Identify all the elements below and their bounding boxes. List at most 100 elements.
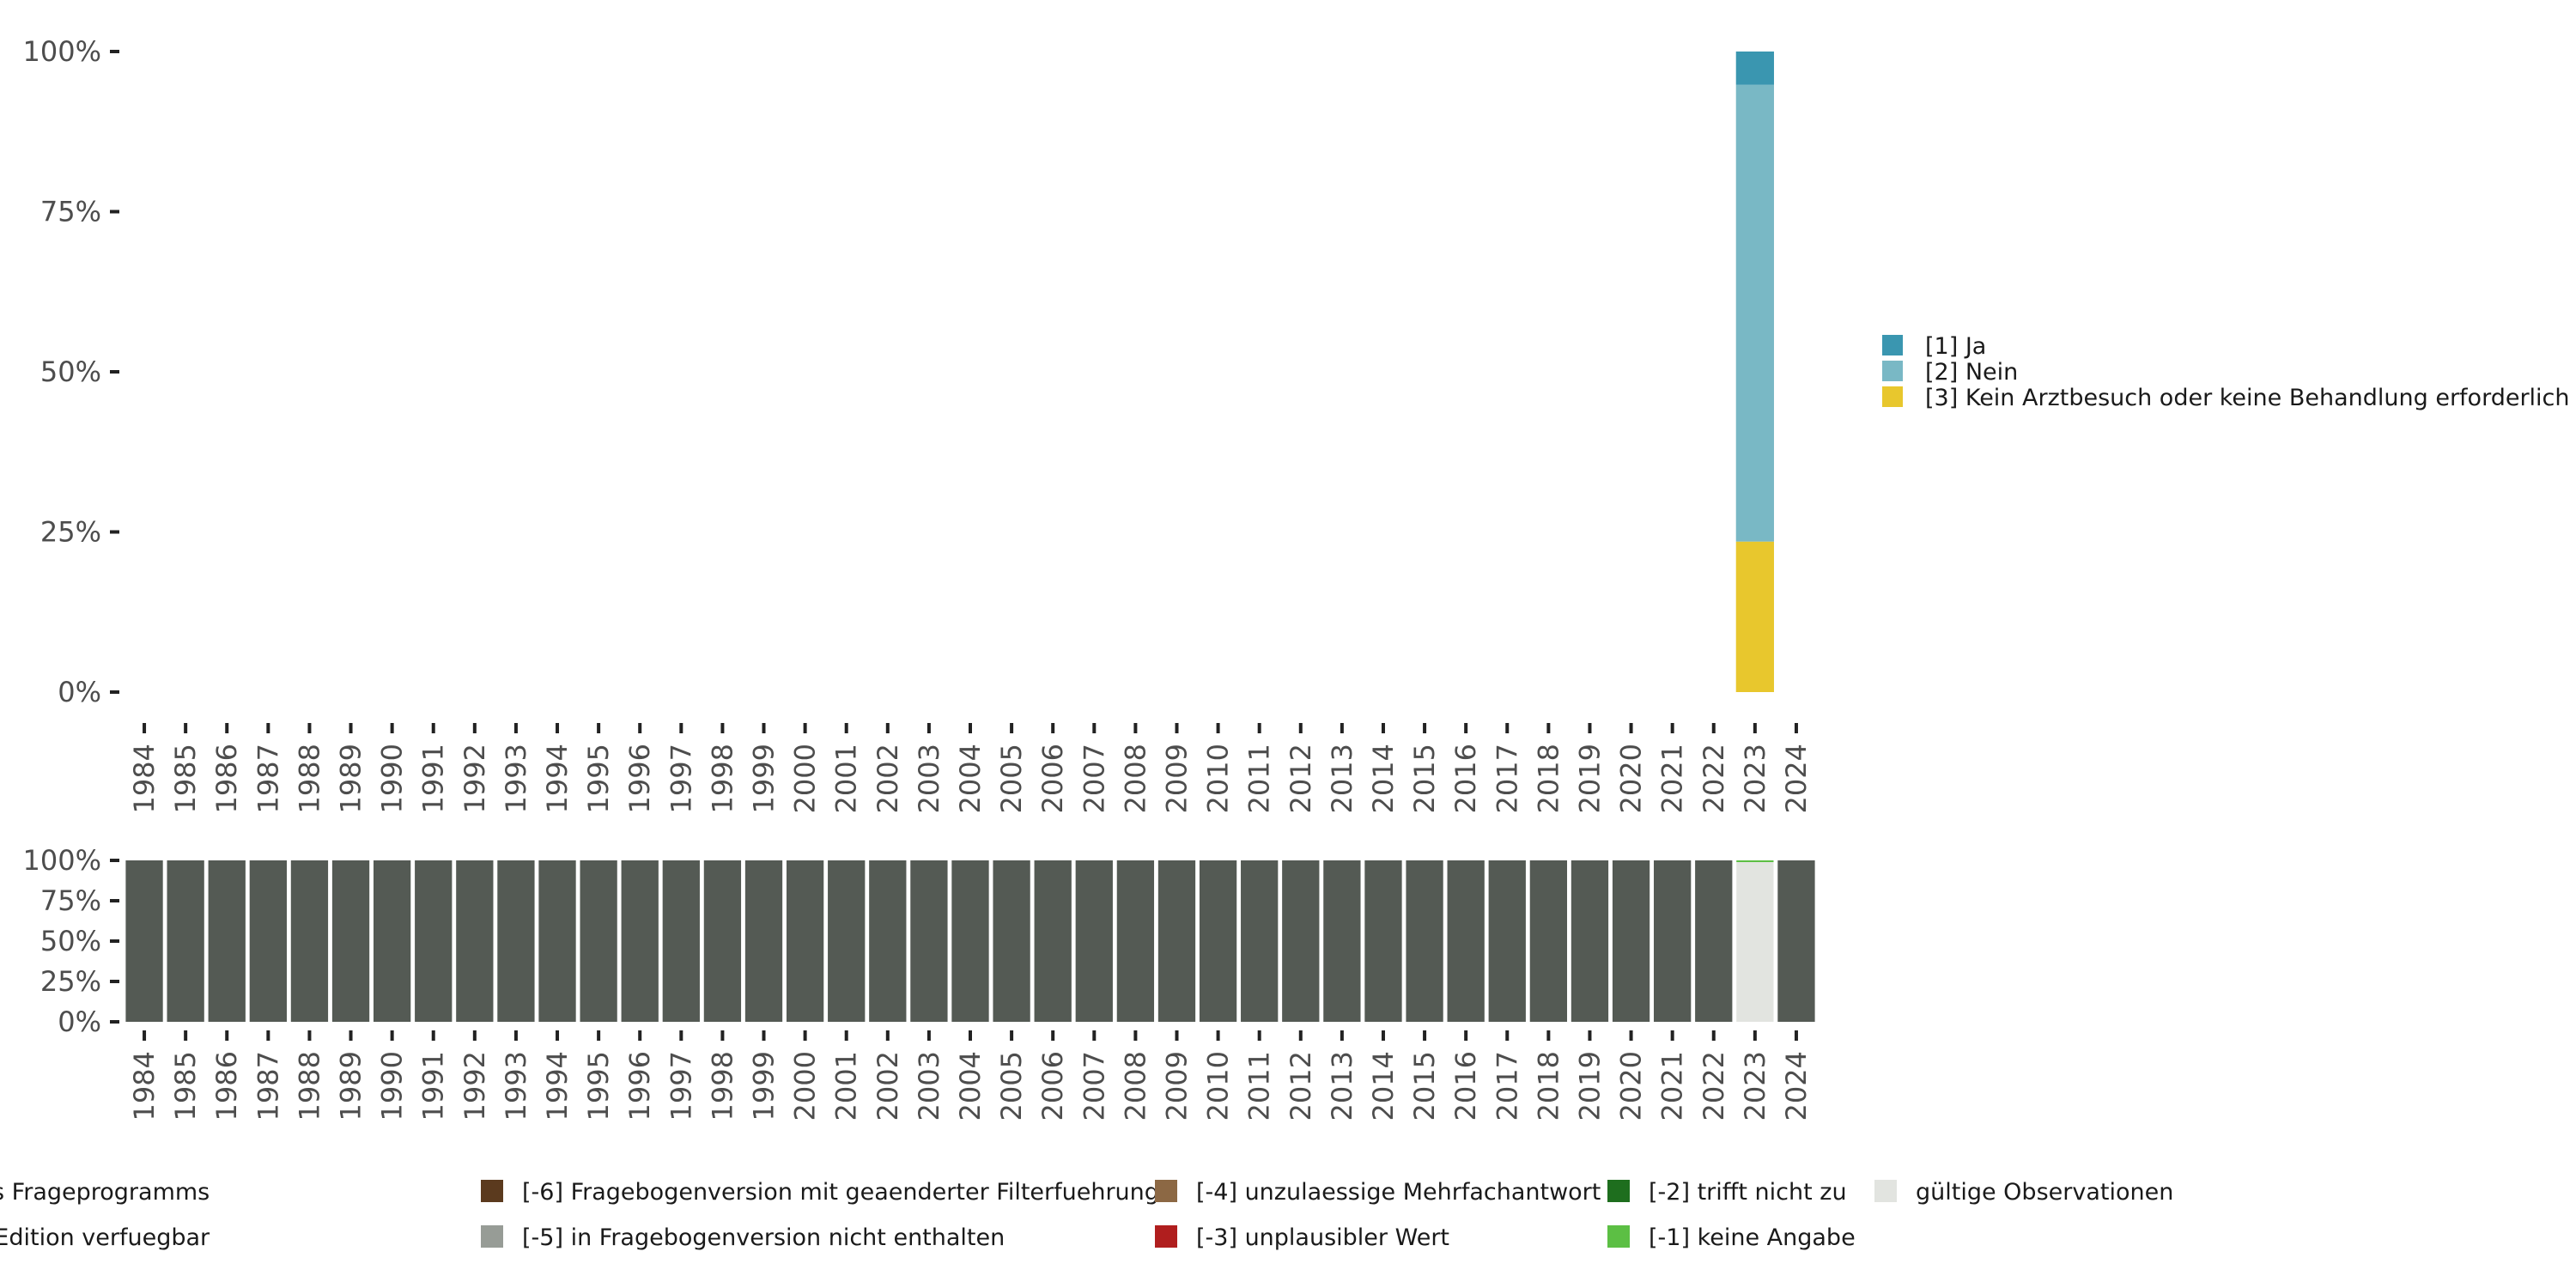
- legend-swatch: [1882, 386, 1903, 407]
- missing-bar-1993-0: [497, 860, 535, 1022]
- legend-label: [1] Ja: [1925, 333, 1986, 360]
- missing-bar-2021-0: [1654, 860, 1692, 1022]
- x-tick-label: 2005: [995, 1051, 1028, 1121]
- x-tick-label: 1990: [376, 744, 409, 813]
- x-tick-label: 1988: [293, 744, 325, 813]
- missing-bar-1995-0: [580, 860, 617, 1022]
- x-tick-label: 2016: [1449, 744, 1482, 813]
- x-tick-label: 2014: [1367, 1051, 1400, 1121]
- missing-bar-1994-0: [538, 860, 576, 1022]
- missing-legend-label: [-3] unplausibler Wert: [1196, 1224, 1449, 1251]
- main-legend: [1] Ja[2] Nein[3] Kein Arztbesuch oder k…: [1882, 333, 2570, 411]
- x-tick-label: 2009: [1160, 744, 1193, 813]
- x-tick-label: 1997: [665, 1051, 697, 1121]
- x-tick-label: 2012: [1285, 1051, 1317, 1121]
- y-tick-label: 25%: [40, 516, 101, 549]
- missing-bar-2003-0: [910, 860, 948, 1022]
- x-tick-label: 1984: [128, 744, 161, 813]
- missing-bar-2000-0: [786, 860, 824, 1022]
- x-tick-label: 2006: [1036, 744, 1069, 813]
- x-tick-label: 2017: [1491, 1051, 1523, 1121]
- x-tick-label: 2021: [1656, 744, 1689, 813]
- x-tick-label: 1993: [500, 744, 532, 813]
- missing-legend-label: [-8] Frage in diesem Jahr nicht Teil des…: [0, 1179, 210, 1206]
- x-tick-label: 2018: [1532, 1051, 1564, 1121]
- x-tick-label: 2011: [1243, 1051, 1276, 1121]
- x-tick-label: 2008: [1119, 1051, 1151, 1121]
- missing-bar-2014-0: [1364, 860, 1402, 1022]
- missing-bar-2023-1: [1736, 860, 1774, 862]
- missing-bar-2015-0: [1406, 860, 1443, 1022]
- x-tick-label: 2020: [1615, 744, 1648, 813]
- x-tick-label: 1991: [417, 1051, 450, 1121]
- missing-bar-2016-0: [1447, 860, 1485, 1022]
- x-tick-label: 1987: [252, 1051, 284, 1121]
- y-tick-label: 0%: [58, 676, 101, 708]
- missing-bar-2009-0: [1157, 860, 1196, 1022]
- missing-bar-2002-0: [869, 860, 907, 1022]
- x-tick-label: 2004: [954, 744, 987, 813]
- x-tick-label: 2024: [1780, 1051, 1813, 1121]
- missing-legend-label: [-7] nur in weniger eingeschraenkter Edi…: [0, 1224, 210, 1251]
- x-tick-label: 1985: [169, 1051, 202, 1121]
- y-tick-label: 50%: [40, 925, 101, 957]
- x-tick-label: 2010: [1202, 1051, 1235, 1121]
- legend-swatch: [1882, 335, 1903, 355]
- missing-bar-2013-0: [1323, 860, 1361, 1022]
- missing-legend-label: [-6] Fragebogenversion mit geaenderter F…: [522, 1179, 1159, 1206]
- x-tick-label: 2003: [913, 744, 945, 813]
- x-tick-label: 1985: [169, 744, 202, 813]
- x-tick-label: 2001: [830, 1051, 863, 1121]
- x-tick-label: 1998: [706, 1051, 738, 1121]
- x-tick-label: 2007: [1078, 744, 1110, 813]
- missing-bar-1998-0: [703, 860, 742, 1022]
- x-tick-label: 2003: [913, 1051, 945, 1121]
- missing-bar-1989-0: [331, 860, 370, 1022]
- x-tick-label: 1990: [376, 1051, 409, 1121]
- missing-bar-2010-0: [1199, 860, 1237, 1022]
- missing-legend-swatch: [1607, 1225, 1630, 1248]
- missing-legend-swatch: [1155, 1225, 1177, 1248]
- x-tick-label: 2015: [1408, 744, 1441, 813]
- missing-bar-1988-0: [290, 860, 329, 1022]
- missing-bar-2018-0: [1529, 860, 1568, 1022]
- x-tick-label: 2002: [872, 744, 904, 813]
- missing-bar-2004-0: [951, 860, 989, 1022]
- y-tick-label: 100%: [23, 35, 101, 68]
- missing-legend-swatch: [481, 1180, 503, 1202]
- x-tick-label: 2023: [1739, 1051, 1771, 1121]
- x-tick-label: 2022: [1698, 1051, 1730, 1121]
- x-tick-label: 2009: [1160, 1051, 1193, 1121]
- x-tick-label: 1994: [541, 744, 574, 813]
- missing-bar-1997-0: [662, 860, 700, 1022]
- x-tick-label: 1989: [335, 744, 368, 813]
- bar-segment-2023-1: [1735, 84, 1774, 542]
- missing-panel-x-axis: 1984 1985 1986 1987 1988 1989 1990 1991 1992 1993…: [128, 1030, 1813, 1121]
- main-x-axis: 1984 1985 1986 1987 1988 1989 1990 1991 1992 1993…: [128, 723, 1813, 813]
- legend-label: [3] Kein Arztbesuch oder keine Behandlun…: [1925, 385, 2570, 411]
- x-tick-label: 2002: [872, 1051, 904, 1121]
- y-tick-label: 0%: [58, 1005, 101, 1038]
- x-tick-label: 1997: [665, 744, 697, 813]
- missing-legend: [-8] Frage in diesem Jahr nicht Teil des…: [0, 1179, 2173, 1251]
- missing-bar-1992-0: [456, 860, 494, 1022]
- missing-bar-1984-0: [125, 860, 163, 1022]
- x-tick-label: 1986: [210, 744, 243, 813]
- x-tick-label: 1995: [582, 744, 615, 813]
- x-tick-label: 1993: [500, 1051, 532, 1121]
- missing-bar-1999-0: [744, 860, 783, 1022]
- x-tick-label: 1992: [459, 744, 491, 813]
- missing-bar-2024-0: [1777, 860, 1815, 1022]
- x-tick-label: 2015: [1408, 1051, 1441, 1121]
- missing-bar-2001-0: [828, 860, 866, 1022]
- x-tick-label: 2011: [1243, 744, 1276, 813]
- missing-bar-2012-0: [1282, 860, 1320, 1022]
- missing-legend-swatch: [1155, 1180, 1177, 1202]
- missing-bar-2005-0: [993, 860, 1030, 1022]
- missing-legend-label: gültige Observationen: [1916, 1179, 2173, 1206]
- x-tick-label: 2021: [1656, 1051, 1689, 1121]
- missing-legend-label: [-2] trifft nicht zu: [1649, 1179, 1847, 1206]
- x-tick-label: 2013: [1326, 1051, 1358, 1121]
- missing-bar-1990-0: [373, 860, 411, 1022]
- y-tick-label: 75%: [40, 884, 101, 917]
